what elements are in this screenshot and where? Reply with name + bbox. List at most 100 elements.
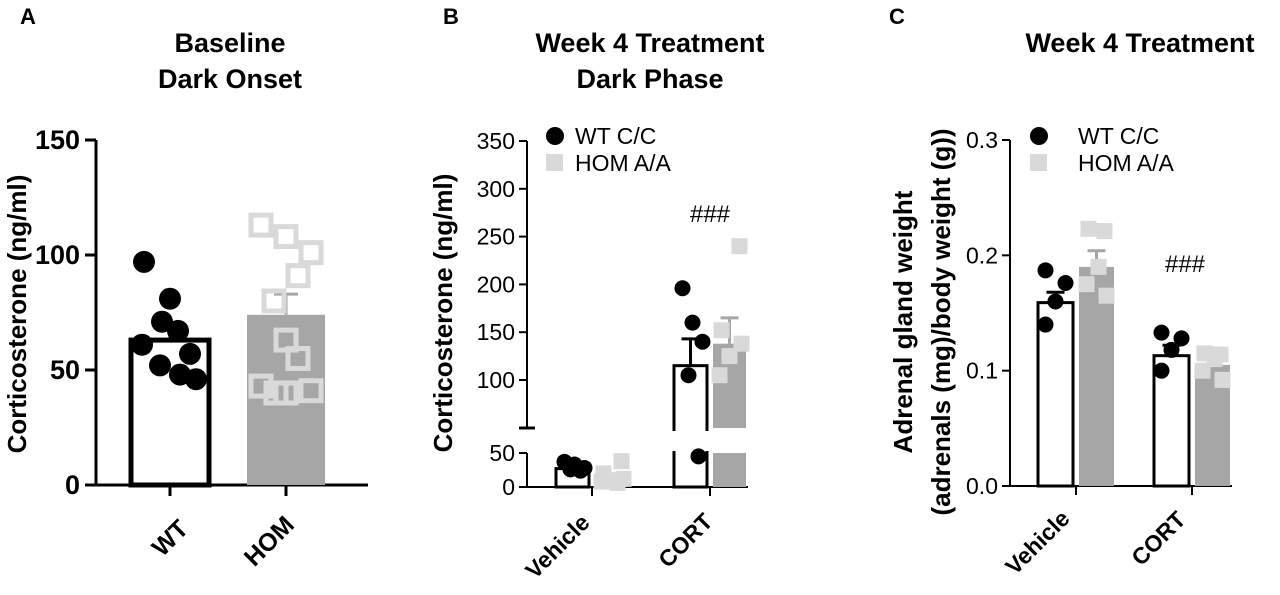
panel-a-y-tick-label: 0	[65, 470, 80, 500]
panel-a-point-wt	[151, 310, 173, 333]
panel-b: B Week 4 Treatment Dark Phase Corticoste…	[428, 4, 765, 584]
panel-a-x-tick-wt: WT	[147, 515, 194, 562]
panel-c: C Week 4 Treatment Adrenal gland weight …	[888, 4, 1255, 580]
panel-c-legend-hom-label: HOM A/A	[1078, 150, 1175, 176]
panel-b-y-tick-label: 150	[477, 319, 515, 345]
panel-b-point-wt	[690, 448, 707, 465]
panel-c-point-hom	[1078, 276, 1095, 293]
panel-a-point-hom	[263, 380, 289, 406]
panel-b-legend: WT C/C HOM A/A	[546, 123, 672, 176]
panel-b-point-wt	[694, 333, 711, 350]
panel-a-x-tick-hom: HOM	[239, 511, 300, 572]
panel-a-point-hom	[298, 240, 324, 266]
panel-c-point-hom	[1098, 287, 1115, 304]
panel-c-y-tick-label: 0.3	[966, 127, 998, 153]
panel-a-y-tick-label: 50	[50, 355, 80, 385]
panel-c-y-axis-label-line-1: Adrenal gland weight	[888, 190, 918, 453]
panel-b-point-hom	[613, 453, 630, 470]
panel-a-y-axis-label: Corticosterone (ng/ml)	[2, 175, 32, 454]
panel-c-point-hom	[1194, 362, 1211, 379]
panel-b-y-axis-label: Corticosterone (ng/ml)	[428, 174, 458, 453]
panel-b-title-line-2: Dark Phase	[576, 64, 723, 94]
panel-c-point-wt	[1153, 324, 1170, 341]
panel-a-point-wt	[159, 287, 181, 310]
panel-c-point-wt	[1173, 330, 1190, 347]
panel-a-point-hom	[248, 373, 274, 399]
panel-c-legend-wt-label: WT C/C	[1078, 123, 1159, 149]
panel-b-point-wt	[674, 280, 691, 297]
panel-a-y-tick-label: 150	[35, 125, 80, 155]
panel-c-point-wt	[1163, 341, 1180, 358]
panel-a-point-wt	[149, 354, 171, 377]
panel-a-point-hom	[273, 224, 299, 250]
panel-c-point-wt	[1153, 362, 1170, 379]
panel-b-y-tick-label: 350	[477, 128, 515, 154]
panel-c-y-tick-label: 0.0	[966, 473, 998, 499]
panel-a: A Baseline Dark Onset Corticosterone (ng…	[2, 4, 368, 572]
panel-c-legend: WT C/C HOM A/A	[1030, 123, 1175, 176]
panel-b-bar-wt-break-gap	[671, 431, 710, 451]
panel-c-point-hom	[1080, 220, 1097, 237]
panel-b-y-tick-label: 200	[477, 271, 515, 297]
panel-b-point-hom	[711, 367, 728, 384]
panel-b-y-tick-label: 0	[502, 474, 515, 500]
panel-b-bar-wt	[672, 364, 709, 489]
panel-b-y-tick-label: 300	[477, 176, 515, 202]
panel-c-point-hom	[1096, 223, 1113, 240]
panel-b-legend-hom-label: HOM A/A	[575, 150, 672, 176]
panel-c-plot	[1002, 139, 1232, 495]
panel-b-legend-wt-label: WT C/C	[575, 123, 656, 149]
panel-b-x-tick-vehicle: Vehicle	[520, 509, 594, 583]
panel-b-significance-annotation: ###	[690, 201, 731, 228]
panel-a-y-tick-label: 100	[35, 240, 80, 270]
panel-a-point-hom	[285, 346, 311, 371]
panel-b-point-wt	[572, 462, 589, 479]
panel-c-significance-annotation: ###	[1165, 251, 1206, 278]
panel-b-legend-hom-marker	[546, 154, 563, 171]
panel-c-point-wt	[1037, 262, 1054, 279]
panel-b-point-hom	[713, 322, 730, 339]
panel-b-y-ticks: 0 50 100 150 200 250 300 350	[477, 128, 515, 500]
panel-b-point-hom	[733, 335, 750, 352]
panel-a-point-hom	[298, 378, 324, 404]
panel-c-point-wt	[1037, 316, 1054, 333]
panel-a-point-hom	[248, 212, 274, 238]
panel-b-legend-wt-marker	[546, 127, 564, 145]
panel-c-x-tick-vehicle: Vehicle	[1000, 505, 1074, 579]
panel-c-legend-wt-marker	[1030, 127, 1048, 145]
panel-b-point-hom	[731, 238, 748, 255]
panel-b-point-hom	[593, 473, 610, 490]
panel-b-point-hom	[721, 348, 738, 365]
panel-b-point-wt	[684, 314, 701, 331]
panel-a-point-wt	[185, 368, 207, 391]
panel-a-y-ticks: 0 50 100 150	[35, 125, 80, 500]
panel-a-point-hom	[261, 288, 287, 314]
panel-b-y-tick-label: 50	[489, 440, 515, 466]
panel-c-point-hom	[1090, 258, 1107, 275]
panel-a-point-hom	[285, 263, 311, 289]
panel-c-y-tick-label: 0.2	[966, 242, 998, 268]
panel-b-y-tick-label: 100	[477, 367, 515, 393]
panel-a-plot	[85, 138, 368, 496]
panel-c-legend-hom-marker	[1030, 154, 1047, 171]
panel-a-point-wt	[179, 342, 201, 365]
panel-a-letter: A	[20, 4, 36, 29]
panel-b-bar-hom-lower	[713, 453, 746, 487]
panel-a-point-wt	[131, 333, 153, 356]
panel-b-point-wt	[680, 367, 697, 384]
panel-a-point-wt	[133, 250, 155, 273]
panel-b-x-tick-cort: CORT	[653, 508, 717, 572]
panel-c-title: Week 4 Treatment	[1025, 28, 1254, 58]
panel-c-point-wt	[1047, 293, 1064, 310]
panel-c-letter: C	[889, 4, 905, 29]
panel-c-point-wt	[1057, 275, 1074, 292]
panel-b-letter: B	[443, 4, 459, 29]
panel-c-x-tick-cort: CORT	[1126, 506, 1190, 570]
panel-c-y-ticks: 0.0 0.1 0.2 0.3	[966, 127, 998, 499]
panel-a-title-line-1: Baseline	[174, 28, 285, 58]
panel-c-bar-wt	[1036, 301, 1075, 488]
panel-b-title-line-1: Week 4 Treatment	[535, 28, 764, 58]
panel-a-title-line-2: Dark Onset	[158, 64, 302, 94]
panel-b-y-tick-label: 250	[477, 224, 515, 250]
